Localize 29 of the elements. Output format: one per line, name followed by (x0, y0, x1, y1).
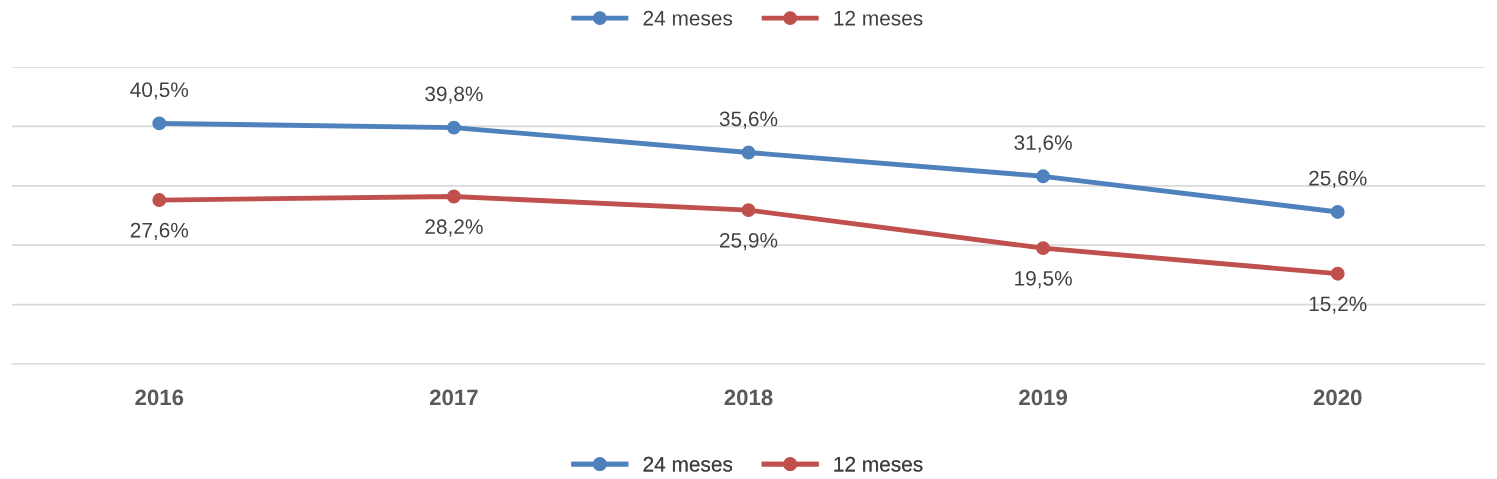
data-label: 27,6% (130, 222, 189, 241)
data-label: 39,8% (425, 86, 483, 104)
data-label: 31,6% (1014, 135, 1072, 153)
point (1330, 266, 1345, 281)
x-tick-label: 2018 (724, 389, 773, 406)
x-tick-label: 2017 (429, 389, 478, 406)
legend-label: 24 meses (643, 10, 733, 26)
point (446, 120, 461, 135)
x-tick-label: 2016 (135, 389, 184, 406)
point (152, 193, 167, 208)
data-label: 19,5% (1015, 270, 1072, 289)
text: 24 meses (643, 456, 733, 472)
point (1036, 169, 1051, 184)
point (741, 203, 756, 218)
data-label: 25,9% (720, 232, 778, 251)
data-label: 28,2% (425, 219, 483, 237)
data-label: 35,6% (719, 111, 778, 129)
data-label: 25,6% (1309, 170, 1367, 189)
data-label: 15,2% (1309, 296, 1367, 314)
point (1330, 204, 1345, 219)
text: 12 meses (834, 456, 923, 472)
point (446, 189, 461, 204)
point (152, 116, 167, 131)
x-tick-label: 2020 (1313, 389, 1362, 406)
data-label: 40,5% (130, 82, 189, 100)
legend-label: 12 meses (834, 10, 923, 26)
point (741, 145, 756, 160)
x-tick-label: 2019 (1019, 389, 1068, 406)
point (1036, 241, 1051, 256)
